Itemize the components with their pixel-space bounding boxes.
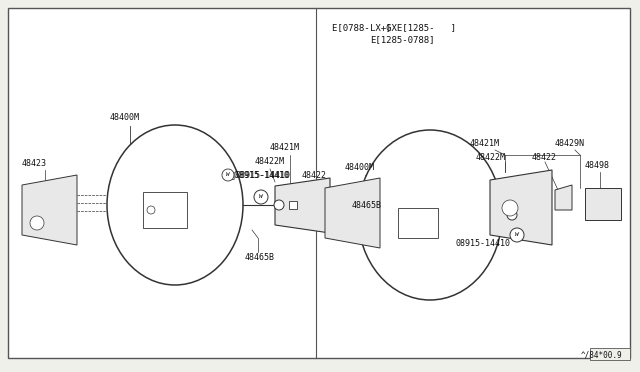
Text: W: W: [259, 195, 263, 199]
Polygon shape: [275, 178, 330, 233]
Circle shape: [222, 169, 234, 181]
Circle shape: [254, 190, 268, 204]
Text: 48400M: 48400M: [345, 164, 375, 173]
FancyBboxPatch shape: [289, 201, 297, 209]
Circle shape: [502, 200, 518, 216]
FancyBboxPatch shape: [143, 192, 187, 228]
Text: 48422: 48422: [532, 154, 557, 163]
Text: 48429N: 48429N: [555, 138, 585, 148]
Polygon shape: [490, 170, 552, 245]
Text: ^/84*00.9: ^/84*00.9: [580, 350, 622, 359]
Ellipse shape: [358, 130, 502, 300]
Text: Ⓦ08915-14410: Ⓦ08915-14410: [230, 170, 290, 180]
Text: 48422M: 48422M: [255, 157, 285, 167]
Text: W: W: [515, 232, 519, 237]
Circle shape: [510, 228, 524, 242]
Polygon shape: [555, 185, 572, 210]
Text: 08915-14410: 08915-14410: [456, 238, 511, 247]
Text: 48421M: 48421M: [470, 138, 500, 148]
Text: 48465B: 48465B: [352, 201, 382, 209]
Text: 48422: 48422: [302, 170, 327, 180]
Polygon shape: [22, 175, 77, 245]
Polygon shape: [325, 178, 380, 248]
Ellipse shape: [107, 125, 243, 285]
Text: 48421M: 48421M: [270, 144, 300, 153]
FancyBboxPatch shape: [398, 208, 438, 238]
Polygon shape: [335, 190, 353, 215]
Circle shape: [30, 216, 44, 230]
Circle shape: [147, 206, 155, 214]
Text: 08915-14410: 08915-14410: [236, 170, 291, 180]
Circle shape: [507, 210, 517, 220]
Circle shape: [274, 200, 284, 210]
FancyBboxPatch shape: [590, 348, 630, 360]
Text: 48498: 48498: [585, 160, 610, 170]
FancyBboxPatch shape: [8, 8, 630, 358]
FancyBboxPatch shape: [585, 188, 621, 220]
Text: 48400M: 48400M: [110, 113, 140, 122]
Text: E[1285-0788]: E[1285-0788]: [370, 35, 435, 45]
Text: 48422M: 48422M: [476, 154, 506, 163]
Text: W: W: [227, 173, 230, 177]
Text: 48423: 48423: [22, 158, 47, 167]
Text: 48465B: 48465B: [245, 253, 275, 263]
Text: LX+GXE[1285-   ]: LX+GXE[1285- ]: [370, 23, 456, 32]
Text: E[0788-   ]: E[0788- ]: [332, 23, 391, 32]
